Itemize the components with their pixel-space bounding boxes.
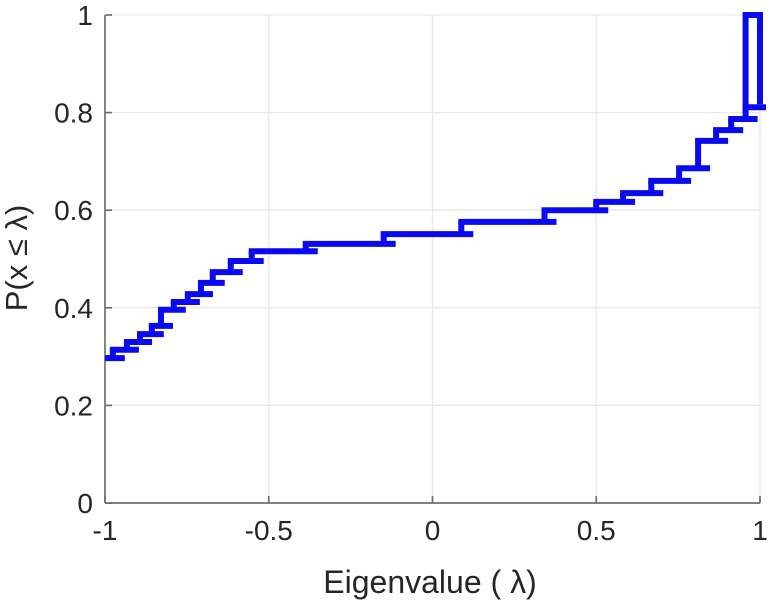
y-tick-label: 1 xyxy=(77,0,93,31)
y-tick-label: 0.4 xyxy=(54,293,93,324)
x-axis-label: Eigenvalue ( λ) xyxy=(323,564,536,600)
x-tick-label: -1 xyxy=(93,515,118,546)
y-tick-label: 0.8 xyxy=(54,98,93,129)
y-tick-label: 0 xyxy=(77,488,93,519)
gridlines xyxy=(105,14,761,503)
axis-labels: Eigenvalue ( λ) P(x ≤ λ) xyxy=(0,205,537,600)
x-tick-label: 1 xyxy=(752,515,768,546)
x-tick-label: -0.5 xyxy=(245,515,293,546)
axes: -1 -0.5 0 0.5 1 0 0.2 0.4 0.6 0.8 1 xyxy=(54,0,768,546)
x-tick-label: 0 xyxy=(425,515,441,546)
ecdf-curve xyxy=(105,12,766,362)
y-axis-label: P(x ≤ λ) xyxy=(0,205,34,312)
y-tick-label: 0.6 xyxy=(54,195,93,226)
x-tick-label: 0.5 xyxy=(577,515,616,546)
y-tick-label: 0.2 xyxy=(54,390,93,421)
